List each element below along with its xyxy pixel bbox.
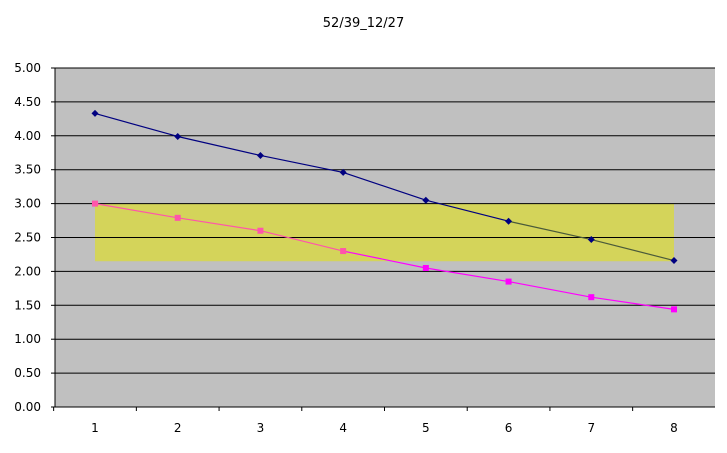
- x-tick-label: 6: [505, 421, 513, 435]
- series-1-segment: [94, 112, 178, 138]
- y-tick-label: 4.50: [14, 95, 41, 109]
- y-tick-label: 1.00: [14, 332, 41, 346]
- series-1-segment: [591, 238, 675, 262]
- y-tick-label: 3.00: [14, 197, 41, 211]
- series-2-point: [671, 306, 677, 313]
- series-1-point: [505, 217, 513, 225]
- series-1-segment: [508, 220, 592, 241]
- series-2-point: [340, 248, 347, 255]
- chart-title: 52/39_12/27: [322, 16, 405, 31]
- x-tick-label: 2: [174, 421, 182, 435]
- y-tick-label: 4.00: [14, 129, 41, 143]
- series-1-segment: [260, 154, 344, 173]
- series-2-point: [92, 200, 98, 207]
- series-2-segment: [94, 203, 178, 219]
- y-tick-label: 0.00: [14, 400, 41, 414]
- x-tick-label: 7: [587, 421, 595, 435]
- series-1-point: [670, 257, 678, 265]
- series-2-segment: [425, 267, 509, 283]
- y-tick-label: 2.00: [14, 264, 41, 278]
- x-tick-label: 1: [91, 421, 99, 435]
- series-1-point: [174, 132, 182, 140]
- series-1-point: [422, 196, 430, 204]
- x-tick-label: 3: [257, 421, 265, 435]
- series-2-point: [257, 227, 264, 234]
- highlight-band: [95, 203, 674, 262]
- series-1-segment: [425, 199, 509, 222]
- series-1-segment: [342, 171, 427, 201]
- x-tick-label: 5: [422, 421, 430, 435]
- series-1-point: [91, 109, 99, 117]
- series-1-segment: [177, 135, 261, 157]
- series-2-point: [588, 294, 595, 301]
- y-tick-label: 3.50: [14, 163, 41, 177]
- series-2-point: [174, 214, 181, 221]
- y-tick-label: 0.50: [14, 366, 41, 380]
- y-tick-label: 2.50: [14, 231, 41, 245]
- series-1-point: [256, 151, 264, 159]
- series-1-point: [587, 236, 595, 244]
- x-tick-label: 8: [670, 421, 678, 435]
- series-2-segment: [508, 280, 592, 298]
- y-tick-label: 1.50: [14, 298, 41, 312]
- series-2-segment: [177, 217, 261, 232]
- series-2-segment: [343, 250, 426, 269]
- series-2-point: [505, 278, 512, 285]
- x-tick-label: 4: [339, 421, 347, 435]
- y-tick-label: 5.00: [14, 61, 41, 75]
- series-2-segment: [260, 230, 344, 252]
- series-2-point: [422, 265, 429, 272]
- series-1-point: [339, 168, 347, 176]
- series-2-segment: [591, 296, 675, 310]
